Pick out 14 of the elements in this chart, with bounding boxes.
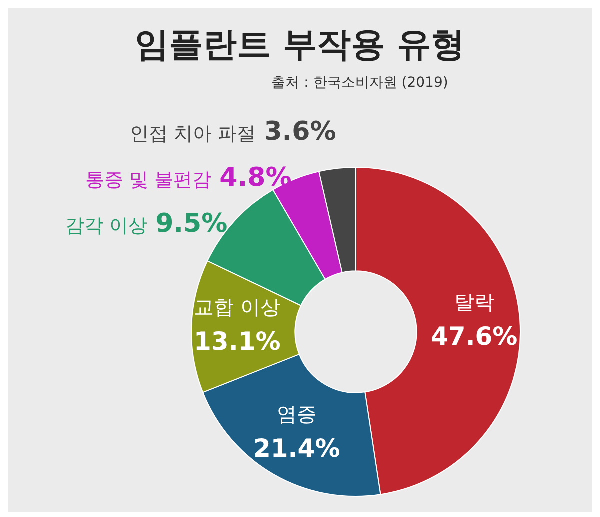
chart-title: 임플란트 부작용 유형 (134, 24, 466, 67)
data-label: 4.8% (220, 163, 292, 193)
slice-label: 염증 (276, 402, 317, 426)
data-label: 13.1% (194, 326, 281, 356)
slice-label: 감각 이상 (66, 215, 148, 237)
data-label: 21.4% (254, 434, 340, 463)
slice-label: 탈락 (454, 290, 494, 314)
data-label: 9.5% (156, 209, 228, 239)
slice-label: 인접 치아 파절 (130, 123, 256, 145)
slice-label: 통증 및 불편감 (86, 169, 212, 191)
slice-label: 교합 이상 (194, 294, 281, 319)
data-label: 3.6% (264, 117, 336, 147)
chart-subtitle: 출처 : 한국소비자원 (2019) (270, 74, 450, 92)
data-label: 47.6% (430, 322, 518, 352)
